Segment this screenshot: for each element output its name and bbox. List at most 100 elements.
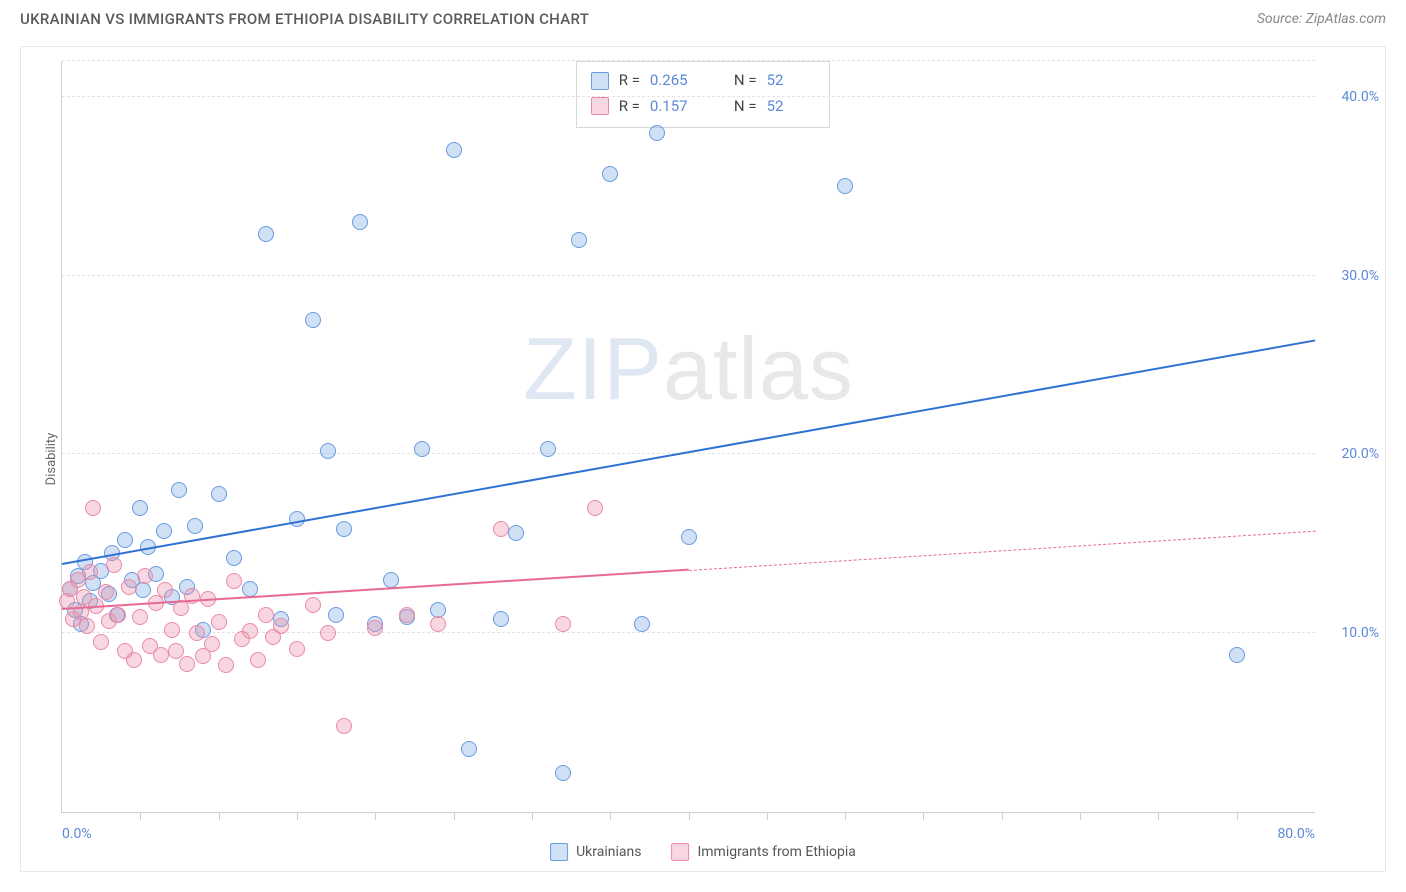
stats-row-ukrainians: R =0.265N =52 <box>591 68 815 94</box>
stats-box: R = 0.265 N = 52R = 0.157 N = 52 <box>576 61 830 128</box>
gridline <box>62 96 1315 97</box>
legend-swatch <box>591 97 609 115</box>
y-tick-label: 10.0% <box>1323 625 1379 641</box>
data-point-ethiopia <box>79 618 95 634</box>
stats-r-label: R = <box>619 94 640 120</box>
y-tick-label: 30.0% <box>1323 268 1379 284</box>
data-point-ethiopia <box>82 564 98 580</box>
data-point-ukrainians <box>681 529 697 545</box>
data-point-ethiopia <box>164 622 180 638</box>
stats-n-label: N = <box>734 68 757 94</box>
data-point-ukrainians <box>837 178 853 194</box>
data-point-ukrainians <box>634 616 650 632</box>
data-point-ethiopia <box>336 718 352 734</box>
data-point-ukrainians <box>571 232 587 248</box>
source-label: Source: ZipAtlas.com <box>1257 11 1386 27</box>
data-point-ukrainians <box>156 523 172 539</box>
data-point-ethiopia <box>85 500 101 516</box>
data-point-ukrainians <box>187 518 203 534</box>
x-tick <box>1237 812 1238 820</box>
data-point-ukrainians <box>328 607 344 623</box>
data-point-ukrainians <box>555 765 571 781</box>
x-tick <box>689 812 690 820</box>
data-point-ethiopia <box>153 647 169 663</box>
y-tick-label: 40.0% <box>1323 89 1379 105</box>
data-point-ethiopia <box>132 609 148 625</box>
watermark-thin: atlas <box>663 319 854 418</box>
stats-n-value: 52 <box>767 68 815 94</box>
stats-r-value: 0.265 <box>650 68 698 94</box>
x-tick <box>1158 812 1159 820</box>
data-point-ukrainians <box>383 572 399 588</box>
data-point-ukrainians <box>493 611 509 627</box>
data-point-ukrainians <box>242 581 258 597</box>
data-point-ethiopia <box>157 582 173 598</box>
data-point-ethiopia <box>399 607 415 623</box>
data-point-ethiopia <box>430 616 446 632</box>
legend-item-ukrainians: Ukrainians <box>550 843 641 861</box>
x-tick <box>845 812 846 820</box>
y-axis-label: Disability <box>44 433 59 486</box>
data-point-ukrainians <box>352 214 368 230</box>
gridline <box>62 60 1315 61</box>
x-tick <box>454 812 455 820</box>
stats-n-label: N = <box>734 94 757 120</box>
data-point-ukrainians <box>649 125 665 141</box>
x-tick <box>219 812 220 820</box>
data-point-ethiopia <box>587 500 603 516</box>
watermark: ZIPatlas <box>523 318 854 420</box>
chart-title: UKRAINIAN VS IMMIGRANTS FROM ETHIOPIA DI… <box>20 10 589 28</box>
data-point-ethiopia <box>493 521 509 537</box>
data-point-ukrainians <box>132 500 148 516</box>
data-point-ukrainians <box>226 550 242 566</box>
stats-r-value: 0.157 <box>650 94 698 120</box>
data-point-ethiopia <box>242 623 258 639</box>
stats-n-value: 52 <box>767 94 815 120</box>
bottom-legend: Ukrainians Immigrants from Ethiopia <box>550 843 856 861</box>
x-tick <box>532 812 533 820</box>
data-point-ukrainians <box>258 226 274 242</box>
trend-line-dash-ethiopia <box>688 530 1315 570</box>
legend-swatch <box>550 843 568 861</box>
x-tick <box>297 812 298 820</box>
data-point-ethiopia <box>250 652 266 668</box>
watermark-bold: ZIP <box>523 319 663 418</box>
data-point-ukrainians <box>211 486 227 502</box>
data-point-ethiopia <box>226 573 242 589</box>
data-point-ethiopia <box>258 607 274 623</box>
x-tick <box>923 812 924 820</box>
data-point-ukrainians <box>461 741 477 757</box>
x-tick <box>1002 812 1003 820</box>
data-point-ukrainians <box>1229 647 1245 663</box>
data-point-ethiopia <box>289 641 305 657</box>
data-point-ukrainians <box>602 166 618 182</box>
data-point-ethiopia <box>106 557 122 573</box>
data-point-ethiopia <box>189 625 205 641</box>
data-point-ethiopia <box>110 607 126 623</box>
x-tick <box>767 812 768 820</box>
data-point-ukrainians <box>540 441 556 457</box>
data-point-ethiopia <box>126 652 142 668</box>
plot-area: ZIPatlas R =0.265N =52R =0.157N =52 10.0… <box>61 61 1315 813</box>
chart-container: Disability ZIPatlas R = 0.265 N = 52R = 0.15… <box>20 46 1386 872</box>
legend-label: Immigrants from Ethiopia <box>697 844 855 860</box>
x-tick <box>140 812 141 820</box>
data-point-ethiopia <box>211 614 227 630</box>
data-point-ethiopia <box>204 636 220 652</box>
data-point-ethiopia <box>273 618 289 634</box>
data-point-ethiopia <box>320 625 336 641</box>
data-point-ethiopia <box>179 656 195 672</box>
data-point-ukrainians <box>414 441 430 457</box>
legend-label: Ukrainians <box>576 844 641 860</box>
data-point-ethiopia <box>218 657 234 673</box>
data-point-ukrainians <box>171 482 187 498</box>
data-point-ukrainians <box>320 443 336 459</box>
legend-item-ethiopia: Immigrants from Ethiopia <box>671 843 855 861</box>
data-point-ethiopia <box>121 579 137 595</box>
data-point-ethiopia <box>305 597 321 613</box>
x-tick <box>375 812 376 820</box>
gridline <box>62 275 1315 276</box>
legend-swatch <box>671 843 689 861</box>
x-tick-label: 80.0% <box>1277 826 1315 842</box>
stats-row-ethiopia: R = 0.157 N = 52 <box>591 94 815 120</box>
